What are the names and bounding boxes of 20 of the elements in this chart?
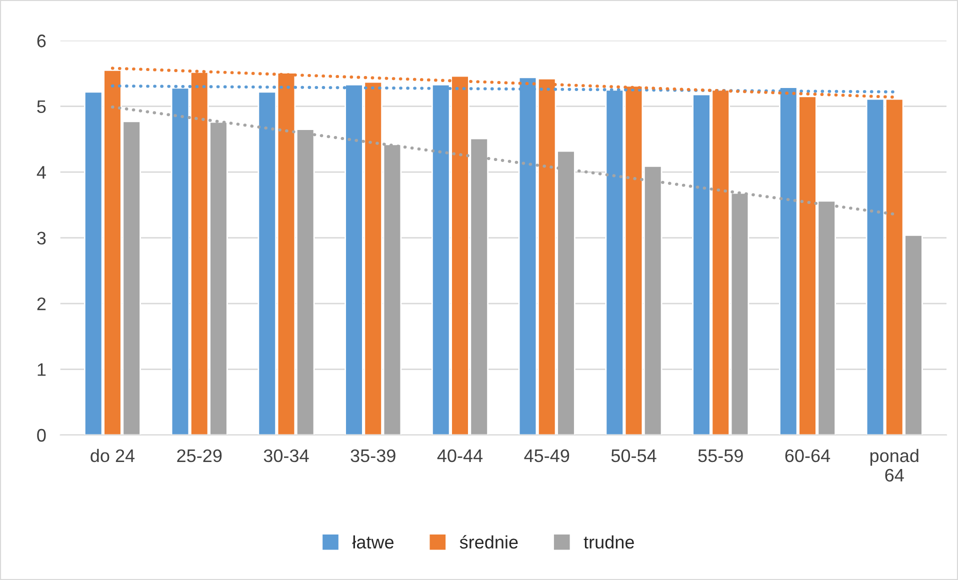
legend-label: trudne: [584, 535, 634, 549]
y-tick-label: 5: [37, 100, 46, 114]
x-tick-label: 50-54: [611, 449, 656, 462]
y-tick-label: 2: [37, 297, 46, 310]
y-tick-label: 3: [37, 232, 46, 245]
x-tick-label: 55-59: [698, 449, 743, 462]
x-tick-label: 60-64: [785, 449, 830, 462]
x-tick-label: 35-39: [350, 449, 396, 462]
x-tick-label: do 24: [90, 448, 135, 462]
y-tick-label: 1: [38, 363, 46, 376]
x-tick-label: 40-44: [437, 449, 483, 462]
x-tick-label: 45-49: [524, 449, 570, 462]
legend-label: średnie: [460, 535, 518, 549]
x-tick-label: ponad 64: [870, 448, 918, 482]
x-tick-label: 25-29: [177, 449, 222, 462]
legend-label: łatwe: [352, 535, 394, 549]
y-tick-label: 4: [36, 166, 46, 179]
y-tick-label: 6: [37, 34, 46, 48]
y-tick-label: 0: [37, 428, 46, 442]
x-tick-label: 30-34: [264, 449, 309, 462]
